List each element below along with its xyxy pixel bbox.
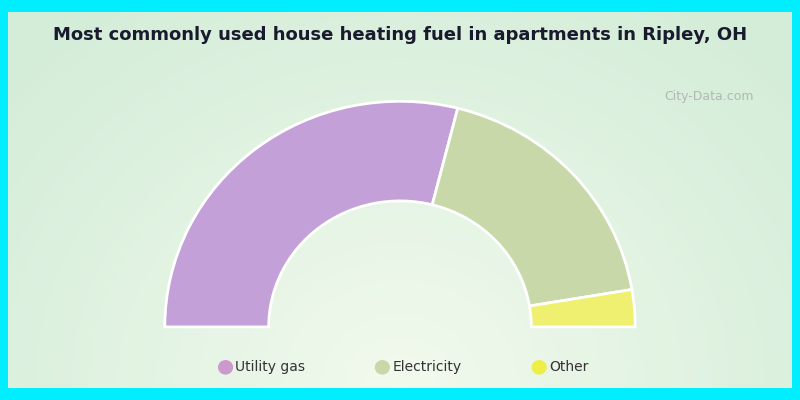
Text: Most commonly used house heating fuel in apartments in Ripley, OH: Most commonly used house heating fuel in… (53, 26, 747, 44)
Text: City-Data.com: City-Data.com (665, 90, 754, 103)
Circle shape (532, 361, 546, 374)
Text: Electricity: Electricity (392, 360, 462, 374)
Text: Utility gas: Utility gas (235, 360, 306, 374)
Text: Other: Other (549, 360, 588, 374)
Circle shape (218, 361, 233, 374)
Wedge shape (432, 108, 632, 306)
Circle shape (375, 361, 390, 374)
Wedge shape (530, 290, 635, 327)
Wedge shape (165, 101, 458, 327)
